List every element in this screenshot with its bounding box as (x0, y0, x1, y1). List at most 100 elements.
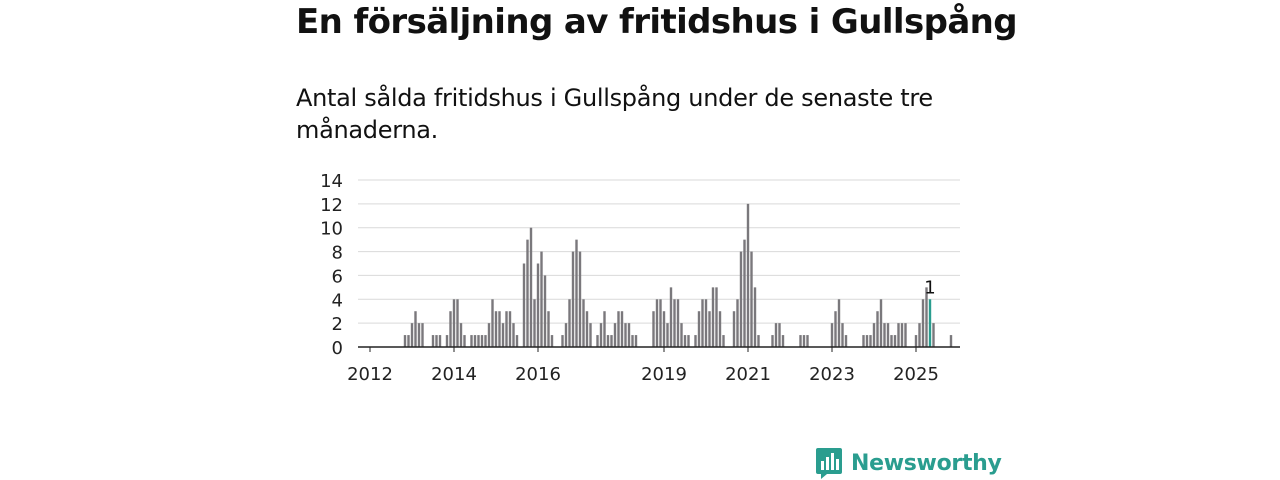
bar (417, 323, 421, 347)
bar (634, 335, 638, 347)
bar (932, 323, 935, 347)
bar (753, 287, 757, 347)
bar (470, 335, 473, 347)
bar (739, 251, 743, 347)
y-tick-label: 0 (332, 338, 343, 359)
bar (512, 323, 515, 347)
bar (456, 299, 459, 347)
y-tick-label: 12 (320, 195, 343, 216)
bar (533, 299, 536, 347)
bar (837, 299, 841, 347)
bar (547, 311, 550, 347)
bar (736, 299, 739, 347)
bar (431, 335, 435, 347)
bar (869, 335, 872, 347)
bar (746, 203, 750, 347)
bar (799, 335, 802, 347)
bar (673, 299, 676, 347)
bar (834, 311, 837, 347)
x-tick-label: 2012 (347, 364, 393, 385)
bar (624, 323, 627, 347)
bar (802, 335, 806, 347)
bar (914, 335, 918, 347)
bar (505, 311, 508, 347)
bar (410, 323, 414, 347)
y-tick-label: 6 (332, 266, 343, 287)
y-tick-label: 8 (332, 243, 343, 264)
bar (897, 323, 900, 347)
bar (631, 335, 634, 347)
bar (620, 311, 624, 347)
bar (463, 335, 466, 347)
bar (498, 311, 501, 347)
bar (578, 251, 582, 347)
bar (918, 323, 921, 347)
bar (865, 335, 869, 347)
bar (722, 335, 725, 347)
bar (830, 323, 834, 347)
bar (704, 299, 708, 347)
bar (750, 251, 753, 347)
bar (883, 323, 886, 347)
y-tick-label: 14 (320, 171, 343, 192)
bar (757, 335, 760, 347)
bar (484, 335, 487, 347)
x-tick-label: 2019 (641, 364, 687, 385)
bar (844, 335, 848, 347)
bar (659, 299, 662, 347)
x-axis-labels: 2012 2014 2016 2019 2021 2023 2025 (347, 347, 939, 385)
bar (655, 299, 659, 347)
bar (715, 287, 718, 347)
bar (477, 335, 480, 347)
highlight-bar (928, 299, 932, 347)
bar (561, 335, 564, 347)
bar (781, 335, 785, 347)
bar (617, 311, 620, 347)
bar (575, 239, 578, 347)
bar (872, 323, 876, 347)
bar (921, 299, 925, 347)
bar (540, 251, 543, 347)
x-tick-label: 2014 (431, 364, 477, 385)
bar (414, 311, 417, 347)
x-tick-label: 2025 (893, 364, 939, 385)
bar (708, 311, 711, 347)
bar (687, 335, 690, 347)
bar (459, 323, 463, 347)
bar (487, 323, 491, 347)
highlight-data-label: 1 (924, 277, 935, 298)
x-tick-label: 2023 (809, 364, 855, 385)
bar-chart-icon (816, 448, 842, 479)
bar (701, 299, 704, 347)
bar (613, 323, 617, 347)
bar (778, 323, 781, 347)
bar (900, 323, 904, 347)
bar (841, 323, 844, 347)
bar (599, 323, 603, 347)
bar (582, 299, 585, 347)
logo-text: Newsworthy (851, 450, 1002, 476)
bar (403, 335, 407, 347)
bar (494, 311, 498, 347)
bar (568, 299, 571, 347)
bar (508, 311, 512, 347)
bar (666, 323, 669, 347)
newsworthy-logo: Newsworthy (815, 446, 1002, 480)
bar (876, 311, 879, 347)
bar (694, 335, 697, 347)
bar (774, 323, 778, 347)
bar (571, 251, 575, 347)
bar (473, 335, 477, 347)
annotations: 1 (924, 277, 935, 298)
bar (515, 335, 519, 347)
bar (480, 335, 484, 347)
bars (403, 203, 953, 347)
bar (603, 311, 606, 347)
bar (529, 227, 533, 347)
bar (862, 335, 865, 347)
bar (491, 299, 494, 347)
x-tick-label: 2016 (515, 364, 561, 385)
bar (596, 335, 599, 347)
bar (589, 323, 592, 347)
bar (564, 323, 568, 347)
